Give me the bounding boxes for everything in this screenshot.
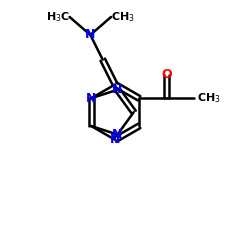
Text: N: N (112, 83, 123, 96)
Text: N: N (85, 28, 96, 42)
Text: CH$_3$: CH$_3$ (198, 92, 221, 105)
Text: N: N (112, 128, 123, 141)
Text: N: N (86, 92, 96, 105)
Text: H$_3$C: H$_3$C (46, 10, 70, 24)
Text: O: O (162, 68, 172, 81)
Text: N: N (110, 133, 120, 146)
Text: CH$_3$: CH$_3$ (111, 10, 135, 24)
